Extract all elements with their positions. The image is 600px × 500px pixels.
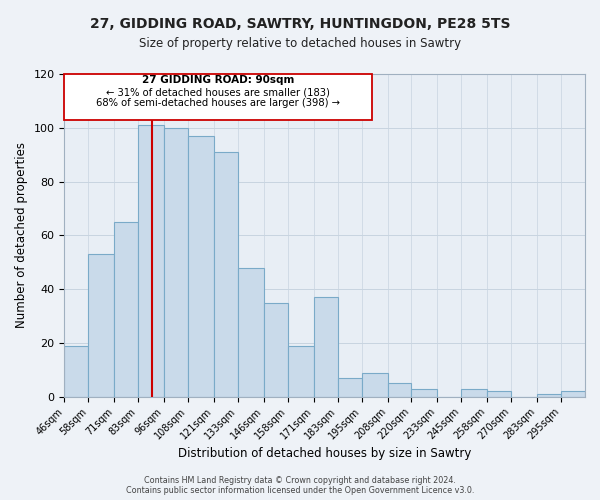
Text: 27 GIDDING ROAD: 90sqm: 27 GIDDING ROAD: 90sqm bbox=[142, 76, 294, 86]
Bar bbox=[214, 152, 238, 397]
Text: 27, GIDDING ROAD, SAWTRY, HUNTINGDON, PE28 5TS: 27, GIDDING ROAD, SAWTRY, HUNTINGDON, PE… bbox=[90, 18, 510, 32]
Bar bbox=[537, 394, 561, 397]
Text: Contains HM Land Registry data © Crown copyright and database right 2024.: Contains HM Land Registry data © Crown c… bbox=[144, 476, 456, 485]
Text: 68% of semi-detached houses are larger (398) →: 68% of semi-detached houses are larger (… bbox=[96, 98, 340, 108]
Bar bbox=[362, 372, 388, 397]
Text: ← 31% of detached houses are smaller (183): ← 31% of detached houses are smaller (18… bbox=[106, 88, 330, 98]
Bar bbox=[338, 378, 362, 397]
Bar bbox=[238, 268, 264, 397]
Bar bbox=[487, 392, 511, 397]
Bar bbox=[314, 298, 338, 397]
Text: Contains public sector information licensed under the Open Government Licence v3: Contains public sector information licen… bbox=[126, 486, 474, 495]
Bar bbox=[412, 388, 437, 397]
Y-axis label: Number of detached properties: Number of detached properties bbox=[15, 142, 28, 328]
Bar bbox=[164, 128, 188, 397]
Bar bbox=[461, 388, 487, 397]
Bar bbox=[188, 136, 214, 397]
Bar bbox=[88, 254, 114, 397]
Bar bbox=[64, 346, 88, 397]
Bar bbox=[264, 302, 288, 397]
Bar bbox=[138, 125, 164, 397]
X-axis label: Distribution of detached houses by size in Sawtry: Distribution of detached houses by size … bbox=[178, 447, 472, 460]
Bar bbox=[561, 392, 585, 397]
Bar bbox=[288, 346, 314, 397]
Bar bbox=[114, 222, 138, 397]
FancyBboxPatch shape bbox=[64, 74, 371, 120]
Bar bbox=[388, 384, 412, 397]
Text: Size of property relative to detached houses in Sawtry: Size of property relative to detached ho… bbox=[139, 38, 461, 51]
